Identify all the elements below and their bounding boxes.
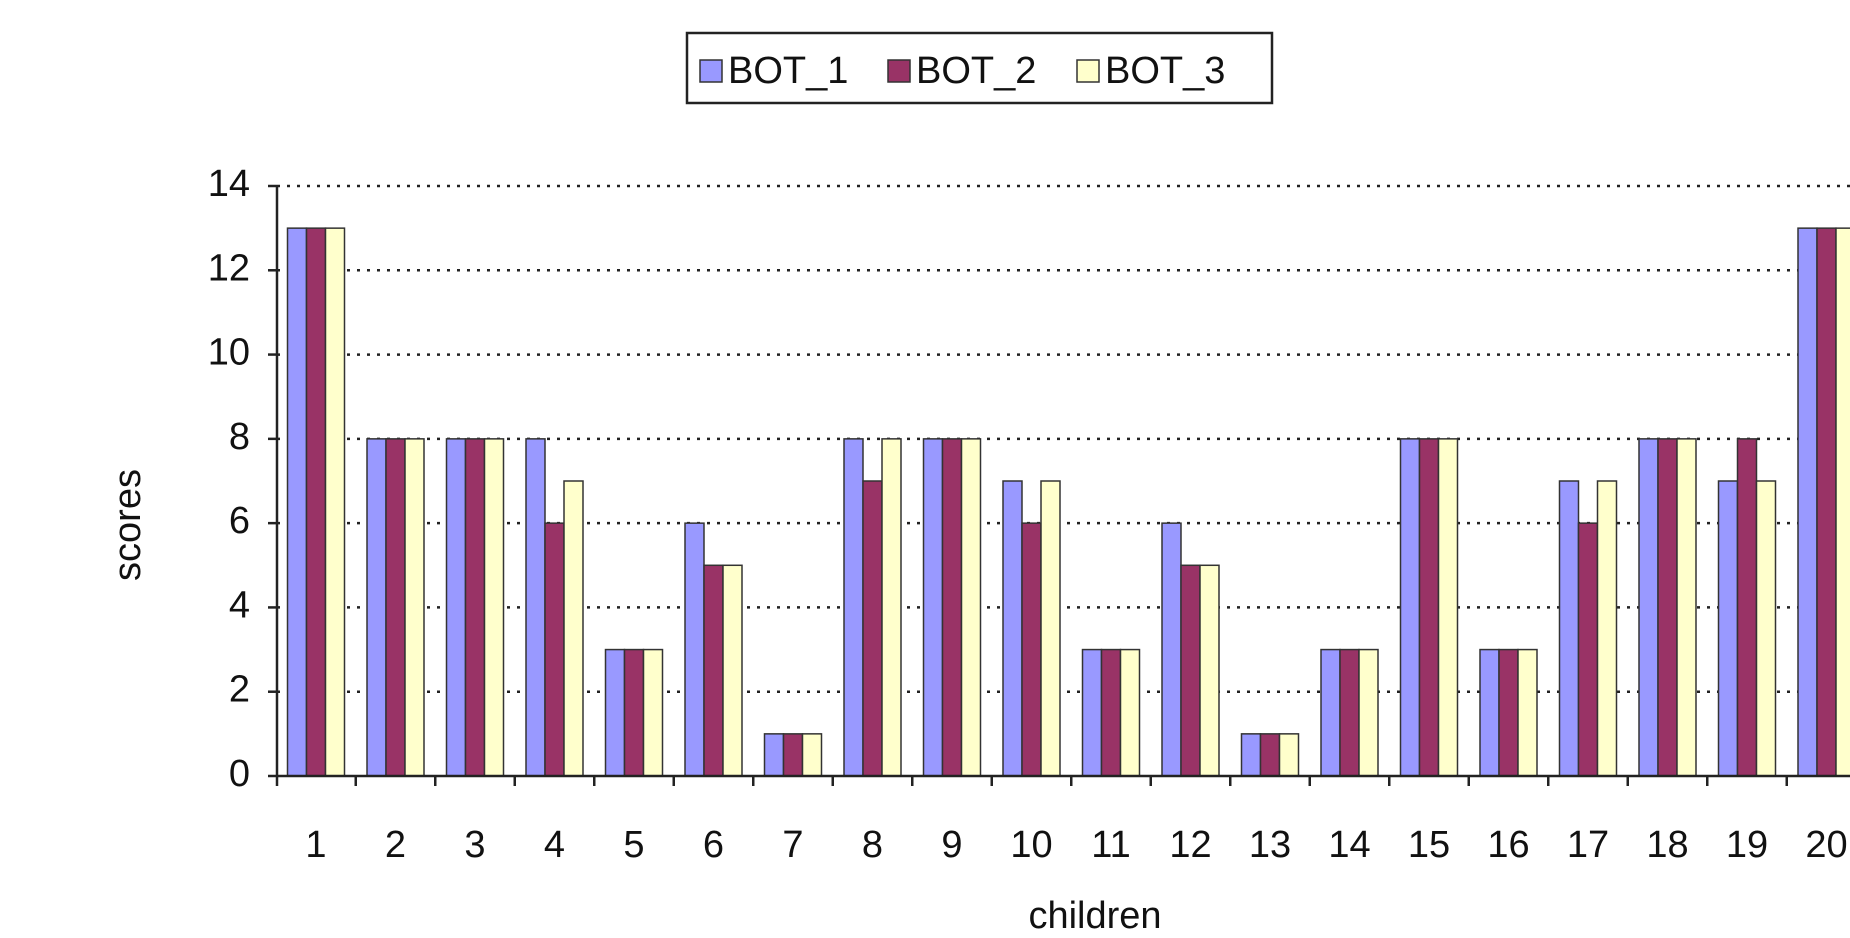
x-tick-label: 8 <box>862 824 883 866</box>
x-tick-label: 5 <box>623 824 644 866</box>
bar <box>1638 438 1659 777</box>
bar <box>763 733 785 777</box>
y-tick-label: 4 <box>229 584 250 626</box>
x-tick-label: 3 <box>464 824 485 866</box>
bar <box>366 438 387 777</box>
bar <box>642 648 664 777</box>
bar <box>1577 522 1599 777</box>
bar <box>782 733 804 777</box>
legend-box <box>685 31 1274 105</box>
bar <box>1180 564 1201 777</box>
bar <box>1498 648 1519 777</box>
bar <box>703 564 724 777</box>
bar <box>1418 438 1440 777</box>
bar <box>1002 480 1023 777</box>
bar <box>862 480 883 777</box>
legend-label: BOT_3 <box>1105 50 1225 92</box>
x-tick-label: 17 <box>1567 824 1609 866</box>
y-tick-label: 12 <box>208 247 250 289</box>
bar <box>1278 733 1300 777</box>
bar <box>1558 480 1580 777</box>
bar <box>1816 227 1837 777</box>
bar <box>1437 438 1459 777</box>
y-axis-label: scores <box>107 469 149 581</box>
x-tick-label: 2 <box>385 824 406 866</box>
legend-swatch <box>1076 59 1100 83</box>
bar <box>483 438 505 777</box>
bar <box>623 648 645 777</box>
bar <box>922 438 944 777</box>
x-tick-label: 11 <box>1091 824 1130 866</box>
bar <box>1358 648 1379 777</box>
x-tick-label: 7 <box>782 824 803 866</box>
x-tick-label: 18 <box>1646 824 1688 866</box>
bar <box>445 438 467 777</box>
bar <box>1119 648 1141 777</box>
bar <box>1657 438 1678 777</box>
bar <box>1676 438 1697 777</box>
x-tick-label: 12 <box>1169 824 1211 866</box>
legend-swatch <box>887 59 911 83</box>
y-tick-label: 2 <box>229 669 250 711</box>
bar <box>1259 733 1281 777</box>
x-tick-label: 6 <box>703 824 724 866</box>
x-tick-label: 4 <box>544 824 565 866</box>
x-tick-label: 9 <box>941 824 962 866</box>
legend-label: BOT_1 <box>728 50 848 92</box>
x-axis-label: children <box>1028 895 1161 937</box>
bar <box>1021 522 1042 777</box>
bar <box>881 438 902 777</box>
bar <box>1835 227 1850 777</box>
y-tick-label: 10 <box>208 332 250 374</box>
y-tick-label: 0 <box>229 753 250 795</box>
y-tick-label: 6 <box>229 500 250 542</box>
y-tick-label: 14 <box>208 163 250 205</box>
bar <box>525 438 546 777</box>
bar <box>604 648 626 777</box>
x-tick-label: 13 <box>1249 824 1291 866</box>
bar <box>941 438 963 777</box>
bar <box>1240 733 1262 777</box>
legend-swatch <box>699 59 723 83</box>
bar <box>801 733 823 777</box>
bar <box>1199 564 1220 777</box>
bar <box>404 438 425 777</box>
bar <box>1517 648 1538 777</box>
x-tick-label: 1 <box>305 824 326 866</box>
x-tick-label: 20 <box>1805 824 1847 866</box>
bar <box>286 227 308 777</box>
bar <box>1755 480 1777 777</box>
bar <box>544 522 565 777</box>
bar <box>1596 480 1618 777</box>
bar <box>1100 648 1122 777</box>
bar <box>1479 648 1500 777</box>
y-tick-label: 8 <box>229 416 250 458</box>
bar <box>305 227 327 777</box>
x-tick-label: 19 <box>1726 824 1768 866</box>
bar <box>1320 648 1341 777</box>
bar <box>843 438 864 777</box>
legend-label: BOT_2 <box>916 50 1036 92</box>
x-tick-label: 14 <box>1328 824 1370 866</box>
bar <box>1399 438 1421 777</box>
bar <box>960 438 982 777</box>
bar <box>1161 522 1182 777</box>
bar <box>563 480 584 777</box>
bar <box>684 522 705 777</box>
bar <box>1040 480 1061 777</box>
bar <box>1081 648 1103 777</box>
bar <box>464 438 486 777</box>
bar <box>385 438 406 777</box>
bar <box>1339 648 1360 777</box>
bar <box>1717 480 1739 777</box>
x-tick-label: 15 <box>1408 824 1450 866</box>
bar <box>722 564 743 777</box>
bar <box>1736 438 1758 777</box>
bar <box>324 227 346 777</box>
x-tick-label: 10 <box>1010 824 1052 866</box>
x-tick-label: 16 <box>1487 824 1529 866</box>
bar <box>1797 227 1818 777</box>
